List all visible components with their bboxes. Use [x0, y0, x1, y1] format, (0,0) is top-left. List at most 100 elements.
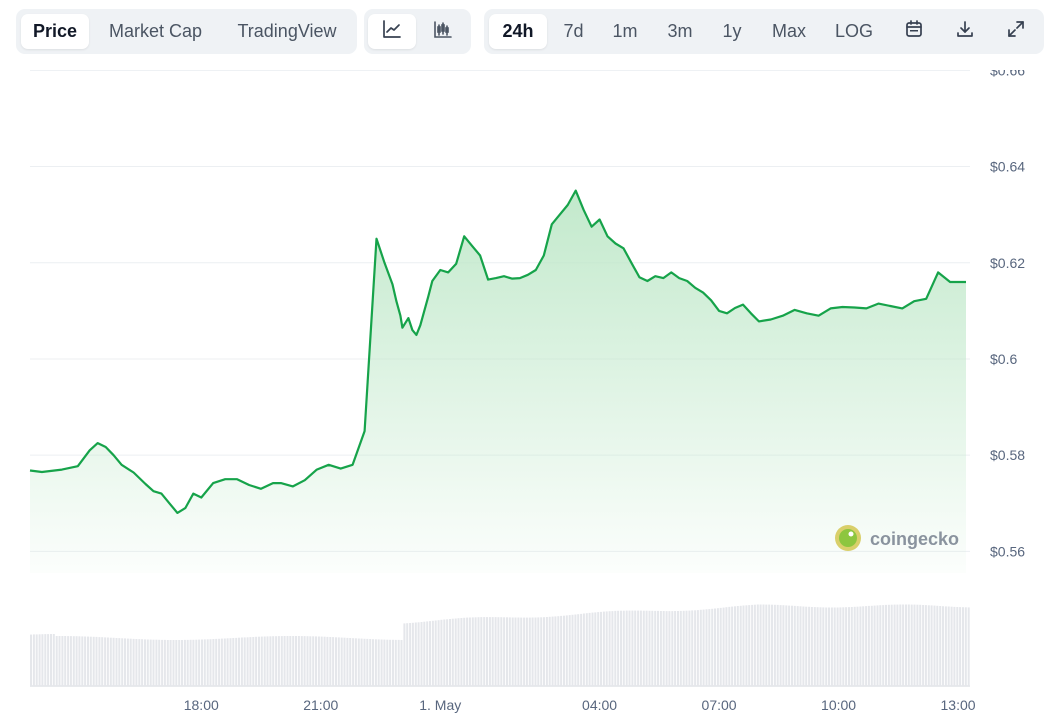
volume-bar: [67, 636, 70, 686]
volume-bar: [508, 617, 511, 686]
volume-bar: [890, 604, 893, 686]
volume-bar: [126, 638, 129, 686]
volume-bar: [89, 636, 92, 686]
volume-bar: [266, 636, 269, 686]
fullscreen-button[interactable]: [992, 14, 1040, 49]
volume-bar: [694, 610, 697, 686]
volume-bar: [850, 607, 853, 686]
volume-bar: [856, 606, 859, 686]
volume-bar: [494, 617, 497, 686]
volume-bar: [41, 634, 44, 686]
tab-market-cap[interactable]: Market Cap: [108, 21, 203, 41]
volume-bar: [677, 611, 679, 686]
range-1m[interactable]: 1m: [612, 21, 638, 41]
volume-bar: [78, 636, 81, 686]
range-3m[interactable]: 3m: [667, 21, 693, 41]
range-max[interactable]: Max: [771, 21, 806, 41]
volume-bar: [711, 608, 714, 686]
volume-bar: [839, 607, 842, 686]
volume-bar: [944, 606, 947, 686]
volume-bar: [47, 634, 50, 686]
volume-bar: [449, 619, 451, 686]
volume-bar: [369, 639, 372, 686]
range-7d[interactable]: 7d: [563, 21, 584, 41]
volume-bar: [457, 618, 460, 686]
volume-bar: [674, 611, 677, 686]
volume-bar: [121, 638, 124, 686]
volume-bar: [788, 605, 791, 686]
candlestick-button[interactable]: [419, 14, 467, 49]
log-scale-toggle[interactable]: LOG: [834, 21, 873, 41]
volume-bar: [762, 604, 765, 686]
volume-bar: [782, 605, 785, 686]
volume-bar: [731, 606, 734, 686]
volume-bar: [280, 636, 283, 686]
volume-bar: [665, 611, 668, 686]
volume-bar: [870, 605, 873, 686]
volume-bar: [283, 636, 286, 686]
volume-bar: [403, 623, 406, 686]
tab-price[interactable]: Price: [21, 14, 89, 49]
volume-bar: [144, 639, 146, 686]
volume-bar: [252, 637, 255, 686]
volume-bar: [885, 604, 887, 686]
volume-bar: [152, 639, 155, 686]
price-line: [29, 189, 966, 514]
volume-bar: [736, 606, 739, 686]
volume-bar: [639, 610, 642, 686]
volume-bar: [303, 636, 306, 686]
y-tick-label: $0.62: [990, 255, 1025, 271]
volume-bar: [591, 612, 594, 686]
volume-bar: [383, 639, 386, 686]
volume-bar: [902, 604, 905, 686]
volume-bar: [75, 636, 78, 686]
volume-bar: [574, 614, 577, 686]
volume-bar: [962, 607, 964, 686]
price-area: [30, 190, 966, 573]
volume-bar: [913, 604, 916, 686]
line-chart-button[interactable]: [368, 14, 416, 49]
x-tick-label: 10:00: [821, 697, 856, 713]
volume-bar: [799, 606, 802, 686]
volume-bar: [141, 639, 144, 686]
volume-bar: [765, 604, 768, 686]
volume-bar: [92, 636, 95, 686]
volume-bar: [753, 604, 756, 686]
volume-bar: [916, 604, 919, 686]
volume-bar: [517, 617, 520, 686]
range-24h[interactable]: 24h: [489, 14, 547, 49]
volume-bar: [631, 610, 634, 686]
volume-bar: [967, 607, 970, 686]
volume-bar: [759, 604, 762, 686]
volume-bar: [688, 610, 691, 686]
volume-bar: [845, 607, 848, 686]
volume-bar: [195, 639, 198, 686]
volume-bar: [742, 605, 745, 686]
volume-bar: [791, 605, 793, 686]
volume-bar: [263, 636, 266, 686]
volume-bar: [306, 636, 309, 686]
volume-bar: [129, 638, 132, 686]
volume-bar: [577, 614, 580, 686]
price-chart[interactable]: $0.66 $0.64 $0.62 $0.6 $0.58 $0.56 18:00 21:00…: [0, 70, 1052, 723]
download-icon: [955, 19, 975, 44]
volume-bar: [625, 610, 628, 686]
volume-bar: [420, 622, 423, 686]
volume-bar: [477, 617, 480, 686]
x-tick-label: 04:00: [582, 697, 617, 713]
volume-bar: [226, 638, 229, 686]
volume-bar: [474, 617, 477, 686]
date-range-button[interactable]: [890, 14, 938, 49]
volume-bar: [380, 639, 383, 686]
range-1y[interactable]: 1y: [722, 21, 742, 41]
tab-tradingview[interactable]: TradingView: [237, 21, 337, 41]
download-button[interactable]: [941, 14, 989, 49]
volume-bar: [32, 634, 35, 686]
calendar-icon: [904, 19, 924, 44]
volume-bar: [714, 608, 716, 686]
volume-bar: [956, 607, 959, 686]
volume-bar: [657, 610, 659, 686]
volume-bar: [497, 617, 500, 686]
volume-bar: [964, 607, 967, 686]
volume-bar: [161, 639, 164, 686]
